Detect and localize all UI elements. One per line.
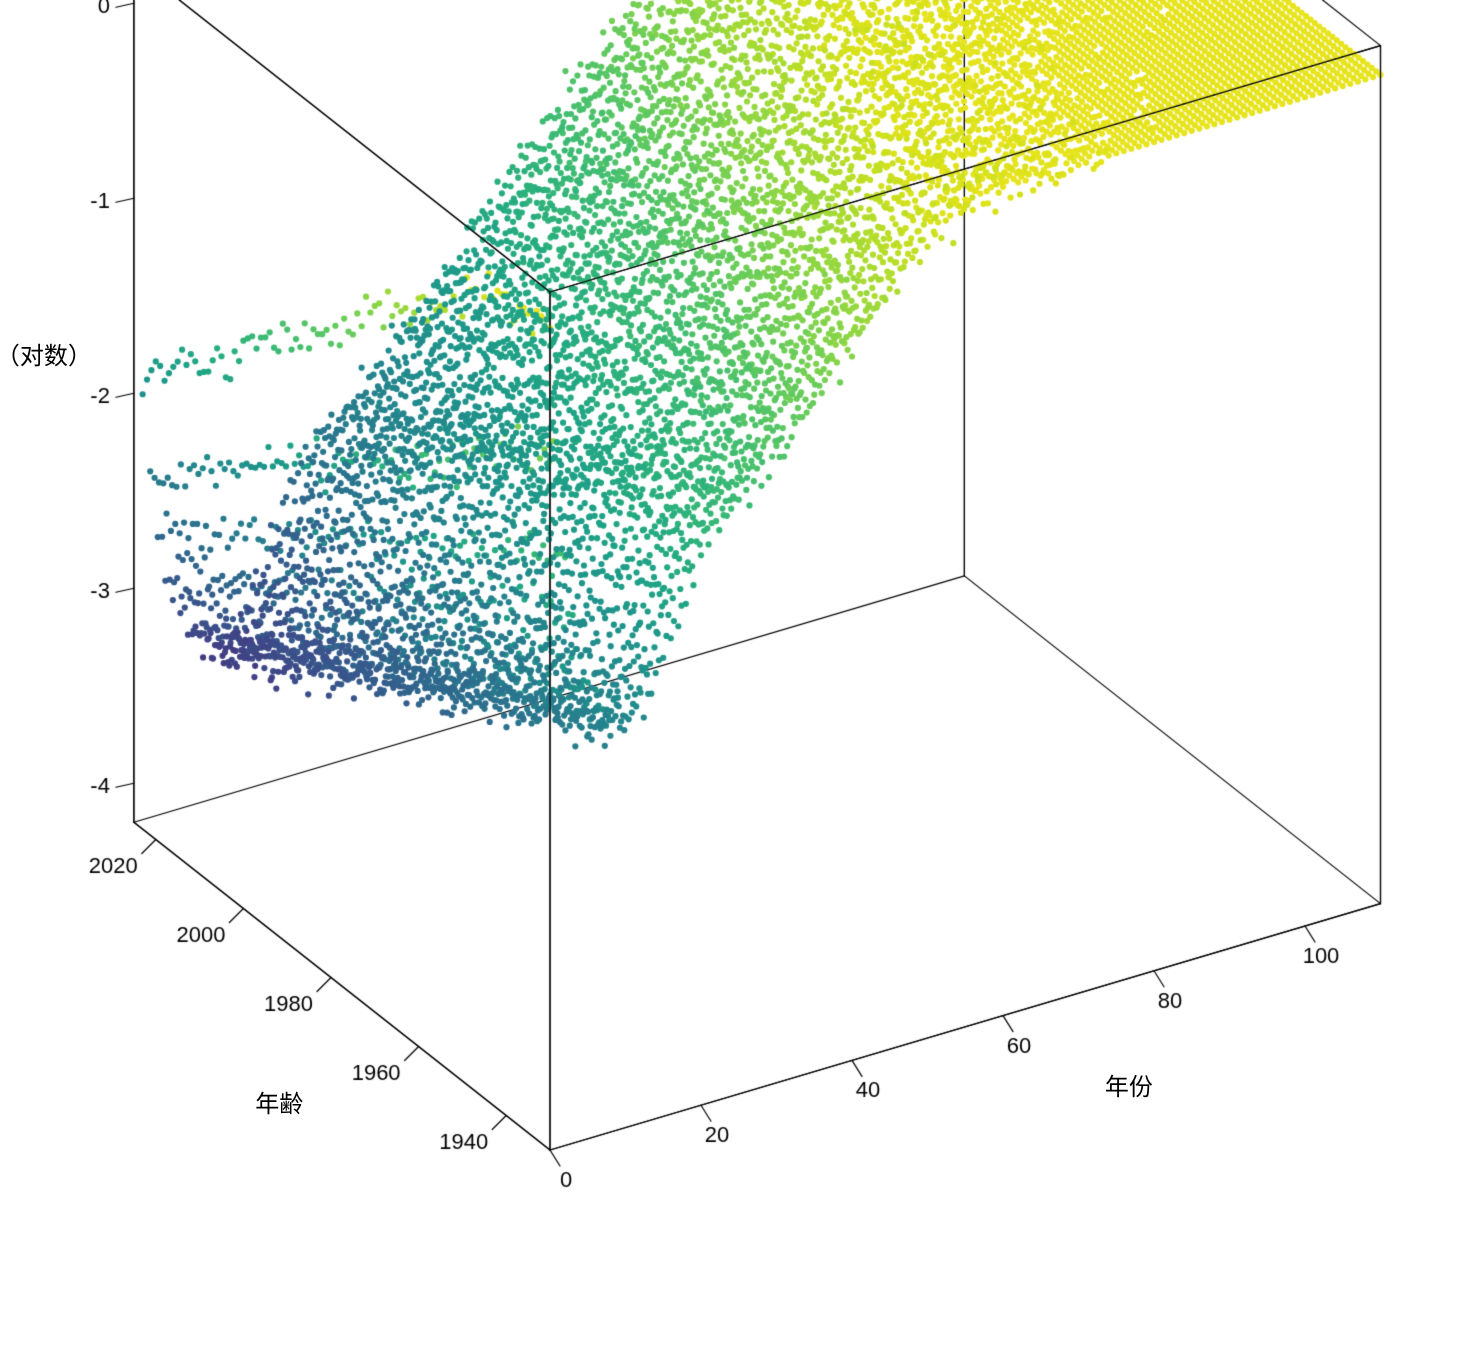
z-axis-label: 死亡率（对数） <box>0 336 92 371</box>
chart-container: 死亡率（对数） 年齢 年份 <box>0 0 1460 1356</box>
y-axis-label: 年份 <box>1105 1067 1153 1102</box>
mortality-3d-scatter <box>0 0 1460 1356</box>
x-axis-label: 年齢 <box>255 1084 303 1119</box>
